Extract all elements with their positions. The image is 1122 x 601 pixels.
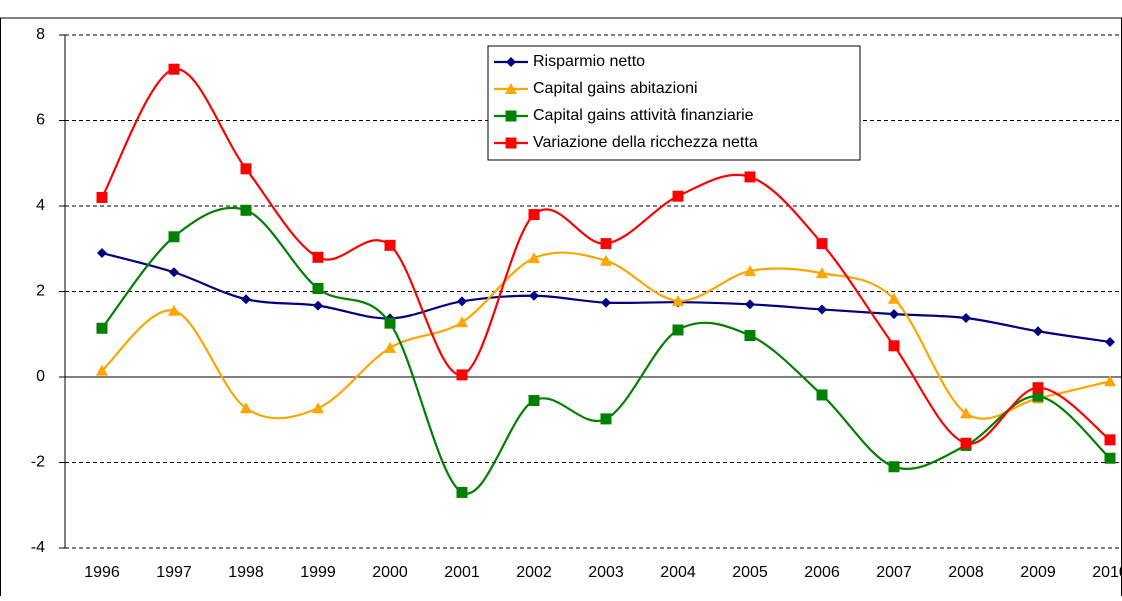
data-point xyxy=(312,283,324,295)
data-point xyxy=(384,239,396,251)
data-point xyxy=(817,304,827,315)
data-point xyxy=(1032,382,1044,394)
x-tick-label: 2007 xyxy=(876,564,912,581)
series-line xyxy=(101,251,1111,344)
data-point xyxy=(97,248,107,259)
data-point xyxy=(96,364,108,376)
data-point xyxy=(313,300,323,311)
data-point xyxy=(168,304,180,316)
data-point xyxy=(744,264,756,276)
legend-marker xyxy=(505,110,517,122)
legend-marker xyxy=(505,137,517,149)
data-point xyxy=(529,290,539,301)
data-point xyxy=(744,171,756,183)
data-point xyxy=(1104,434,1116,446)
data-point xyxy=(96,191,108,203)
legend-box xyxy=(487,45,861,161)
data-point xyxy=(456,486,468,498)
y-tick-label: 4 xyxy=(36,197,45,214)
data-point xyxy=(456,316,468,328)
data-point xyxy=(960,407,972,419)
data-point xyxy=(528,252,540,264)
data-point xyxy=(745,299,755,310)
data-point xyxy=(600,413,612,425)
data-point xyxy=(816,389,828,401)
data-point xyxy=(240,204,252,216)
data-point xyxy=(744,330,756,342)
data-point xyxy=(960,437,972,449)
data-point xyxy=(528,209,540,221)
data-point xyxy=(672,294,684,306)
y-tick-label: 2 xyxy=(36,283,45,300)
y-tick-label: 8 xyxy=(36,26,45,43)
data-point xyxy=(1104,452,1116,464)
data-point xyxy=(600,238,612,250)
x-tick-label: 2010 xyxy=(1092,564,1122,581)
data-point xyxy=(168,231,180,243)
data-point xyxy=(240,402,252,414)
y-tick-label: -4 xyxy=(31,539,45,556)
y-tick-label: -2 xyxy=(31,454,45,471)
x-tick-label: 2008 xyxy=(948,564,984,581)
data-point xyxy=(168,63,180,75)
data-point xyxy=(384,317,396,329)
series-line xyxy=(101,251,1111,420)
data-point xyxy=(672,190,684,202)
x-tick-label: 1999 xyxy=(300,564,336,581)
data-point xyxy=(1104,375,1116,387)
data-point xyxy=(312,402,324,414)
data-point xyxy=(169,267,179,278)
data-point xyxy=(240,163,252,175)
legend-label: Capital gains abitazioni xyxy=(533,80,698,97)
data-point xyxy=(456,369,468,381)
data-point xyxy=(961,313,971,324)
data-point xyxy=(1032,390,1044,402)
y-tick-label: 0 xyxy=(36,368,45,385)
x-tick-label: 1997 xyxy=(156,564,192,581)
x-tick-label: 2006 xyxy=(804,564,840,581)
series-line xyxy=(101,206,1111,495)
x-tick-label: 1996 xyxy=(84,564,120,581)
legend-label: Risparmio netto xyxy=(533,53,645,70)
data-point xyxy=(528,395,540,407)
data-point xyxy=(888,461,900,473)
data-point xyxy=(672,324,684,336)
x-tick-label: 1998 xyxy=(228,564,264,581)
x-tick-label: 2001 xyxy=(444,564,480,581)
data-point xyxy=(457,296,467,307)
data-point xyxy=(889,309,899,320)
data-point xyxy=(816,267,828,279)
data-point xyxy=(816,238,828,250)
legend-marker xyxy=(506,57,516,67)
data-point xyxy=(888,292,900,304)
data-point xyxy=(1033,326,1043,337)
legend-label: Variazione della ricchezza netta xyxy=(533,134,758,151)
data-point xyxy=(312,251,324,263)
x-tick-label: 2002 xyxy=(516,564,552,581)
data-point xyxy=(384,341,396,353)
legend-marker xyxy=(505,83,517,94)
x-tick-label: 2000 xyxy=(372,564,408,581)
data-point xyxy=(241,294,251,305)
data-point xyxy=(601,297,611,308)
y-tick-label: 6 xyxy=(36,112,45,129)
data-point xyxy=(888,340,900,352)
x-tick-label: 2003 xyxy=(588,564,624,581)
series-line xyxy=(101,68,1111,445)
data-point xyxy=(96,322,108,334)
x-tick-label: 2005 xyxy=(732,564,768,581)
legend-label: Capital gains attività finanziarie xyxy=(533,107,754,124)
data-point xyxy=(1105,336,1115,347)
x-tick-label: 2004 xyxy=(660,564,696,581)
data-point xyxy=(600,254,612,266)
x-tick-label: 2009 xyxy=(1020,564,1056,581)
